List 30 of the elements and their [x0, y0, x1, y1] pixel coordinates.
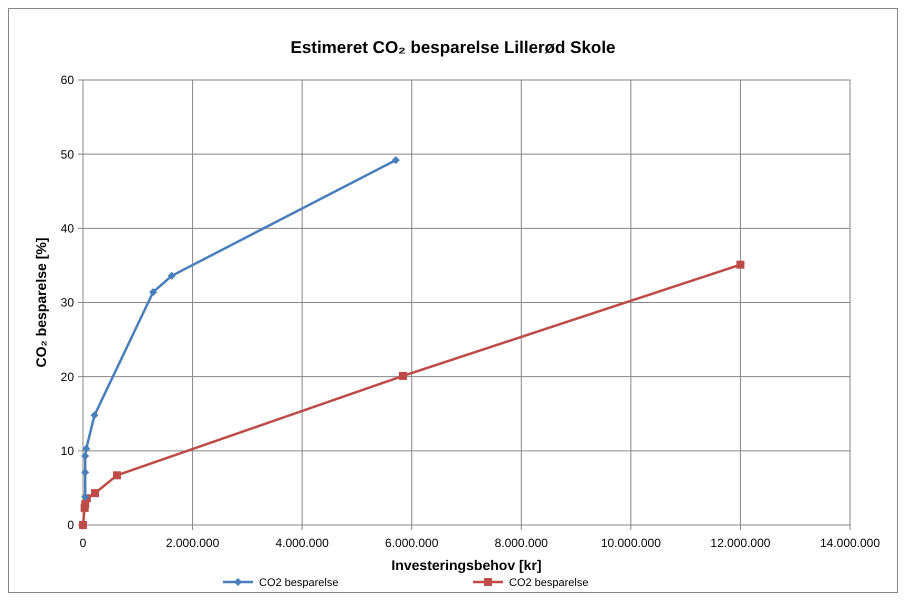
y-tick-label: 0	[67, 518, 74, 532]
point	[168, 272, 176, 280]
y-tick-label: 30	[60, 296, 74, 310]
y-tick-label: 20	[60, 370, 74, 384]
point	[91, 489, 100, 498]
x-tick-label: 10.000.000	[600, 536, 662, 550]
x-tick-label: 2.000.000	[166, 536, 220, 550]
legend-label: CO2 besparelse	[509, 576, 588, 589]
point	[398, 372, 407, 380]
legend-label: CO2 besparelse	[259, 576, 338, 589]
point	[90, 411, 99, 420]
point	[392, 156, 400, 164]
point	[79, 521, 87, 529]
x-tick-label: 8.000.000	[494, 536, 548, 550]
x-tick-label: 4.000.000	[275, 536, 330, 550]
y-tick-label: 10	[60, 444, 74, 458]
chart-title: Estimeret CO₂ besparelse Lillerød Skole	[290, 38, 616, 57]
y-axis-title: CO₂ besparelse [%]	[33, 238, 49, 368]
y-tick-label: 60	[60, 73, 74, 88]
point	[736, 260, 744, 269]
y-tick-label: 50	[60, 147, 74, 162]
x-tick-label: 14.000.000	[820, 536, 880, 550]
x-tick-label: 6.000.000	[385, 536, 439, 550]
x-axis-title: Investeringsbehov [kr]	[391, 557, 542, 573]
point	[82, 444, 90, 453]
y-tick-label: 40	[60, 222, 74, 236]
point	[112, 471, 121, 480]
x-tick-label: 0	[80, 536, 87, 550]
point	[149, 288, 158, 296]
x-tick-label: 12.000.000	[710, 536, 771, 550]
